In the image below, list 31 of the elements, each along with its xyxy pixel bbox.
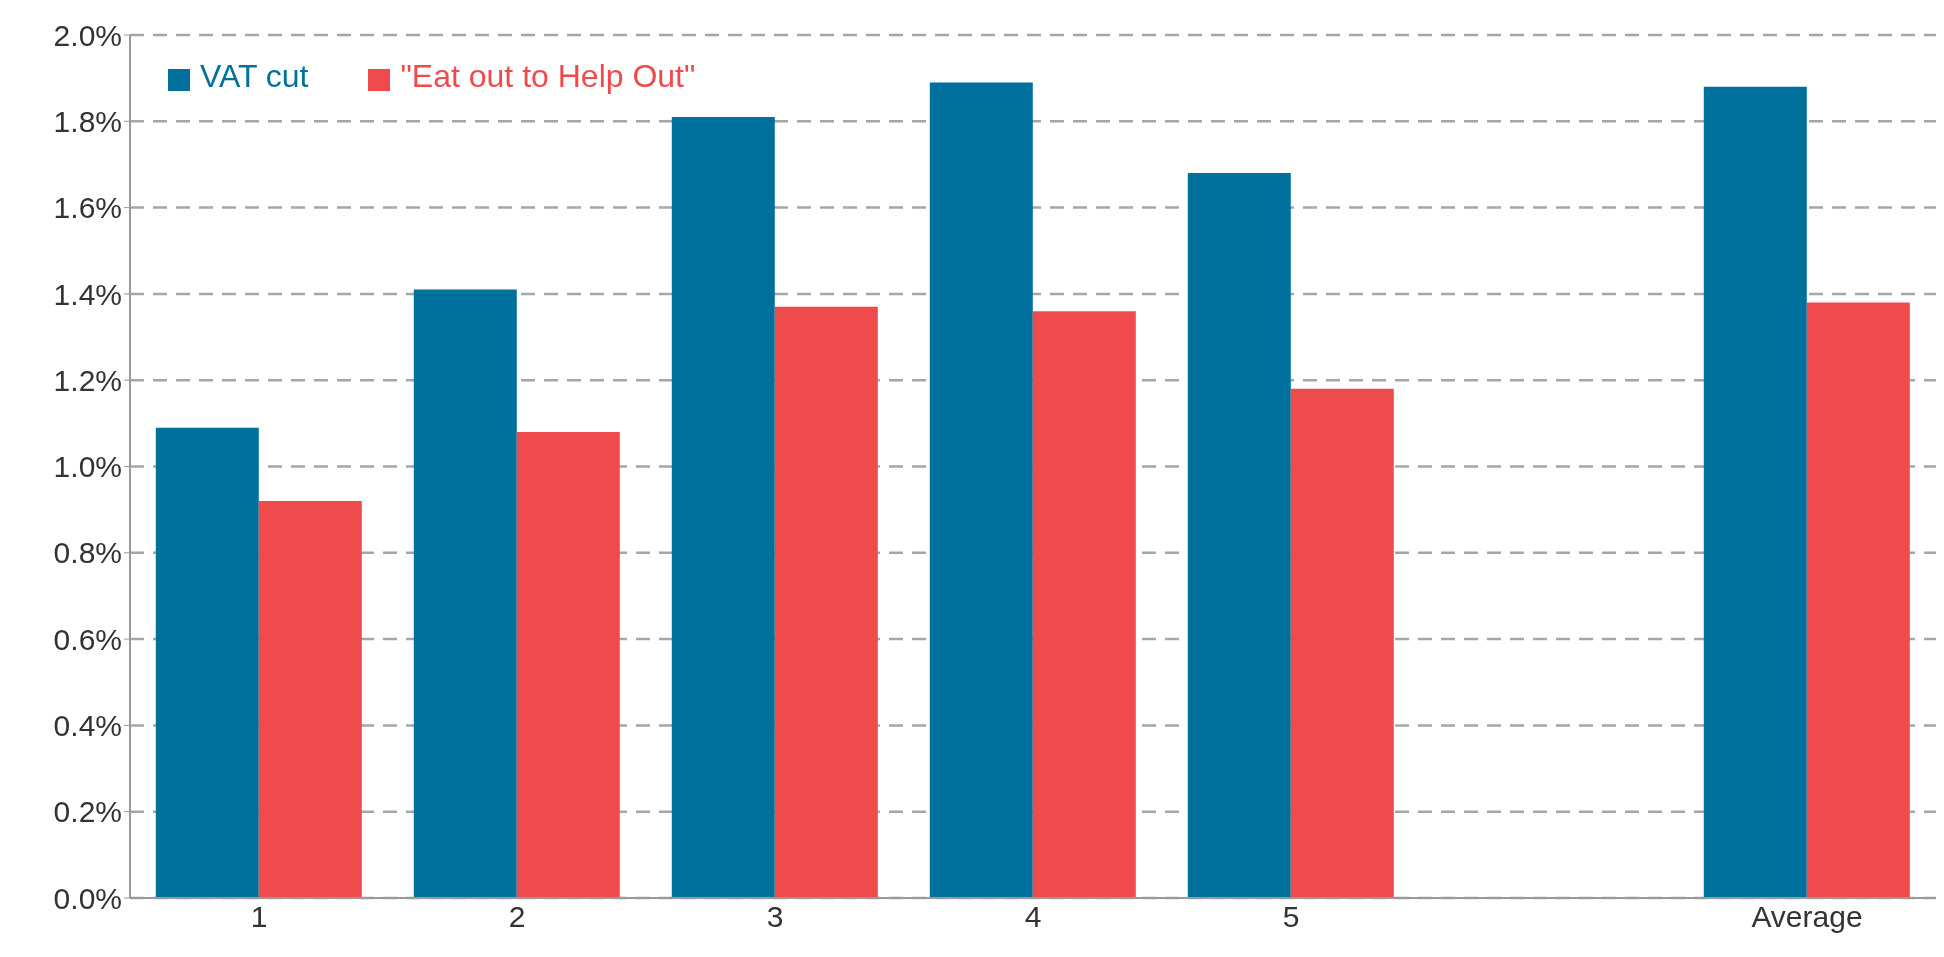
bar xyxy=(155,427,259,898)
bar xyxy=(1290,388,1394,898)
y-tick-label: 0.2% xyxy=(53,795,122,829)
y-tick-label: 1.4% xyxy=(53,277,122,311)
bar xyxy=(1187,173,1291,898)
bar xyxy=(1032,311,1136,898)
y-tick-label: 1.8% xyxy=(53,104,122,138)
y-tick-label: 0.0% xyxy=(53,881,122,915)
y-tick-label: 2.0% xyxy=(53,18,122,52)
x-tick-label: 4 xyxy=(1024,900,1042,934)
bar xyxy=(516,431,620,898)
bar xyxy=(413,289,517,898)
legend-label: VAT cut xyxy=(200,58,309,95)
x-tick-label: 2 xyxy=(508,900,526,934)
x-tick-label: 1 xyxy=(250,900,268,934)
bar xyxy=(671,116,775,898)
legend-label: "Eat out to Help Out" xyxy=(400,58,696,95)
y-tick-label: 1.0% xyxy=(53,450,122,484)
x-tick-label: 5 xyxy=(1282,900,1300,934)
bar xyxy=(774,306,878,898)
y-tick-label: 1.2% xyxy=(53,363,122,397)
x-tick-label: Average xyxy=(1751,900,1863,934)
x-tick-label: 3 xyxy=(766,900,784,934)
y-tick-label: 0.6% xyxy=(53,622,122,656)
bar xyxy=(1703,86,1807,898)
bar xyxy=(258,501,362,898)
y-tick-label: 0.8% xyxy=(53,536,122,570)
y-tick-label: 0.4% xyxy=(53,709,122,743)
bar xyxy=(929,82,1033,898)
y-tick-label: 1.6% xyxy=(53,191,122,225)
bar xyxy=(1806,302,1910,898)
